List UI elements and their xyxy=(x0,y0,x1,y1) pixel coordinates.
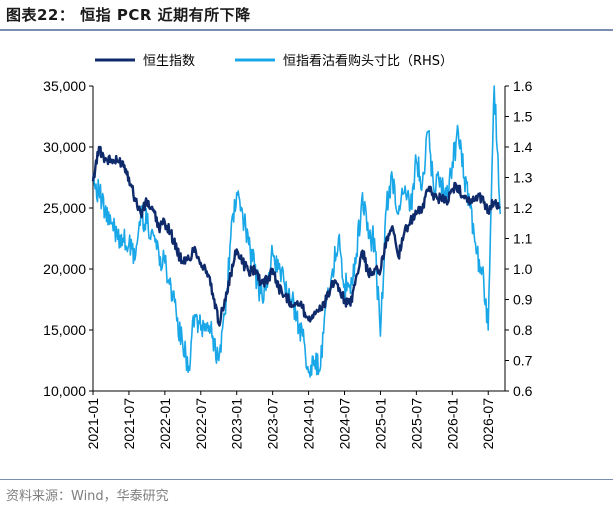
legend-label-hsi: 恒生指数 xyxy=(143,54,195,69)
source-note: 资料来源：Wind，华泰研究 xyxy=(6,489,169,504)
y-right-tick-label: 0.7 xyxy=(513,353,533,369)
title-divider xyxy=(0,29,613,31)
y-right-tick-label: 1.2 xyxy=(513,200,533,216)
x-tick-label: 2024-07 xyxy=(337,398,353,450)
ticks-layer: 10,000 15,000 20,000 25,000 30,000 35,000 0.6 0… xyxy=(43,78,533,449)
x-tick-label: 2024-01 xyxy=(301,398,317,450)
series-line-pcr xyxy=(92,85,501,378)
x-tick-label: 2026-07 xyxy=(480,398,496,450)
y-left-tick-label: 30,000 xyxy=(43,139,86,155)
x-tick-label: 2021-07 xyxy=(121,398,137,450)
y-right-tick-label: 0.8 xyxy=(513,322,533,338)
y-left-tick-label: 15,000 xyxy=(43,322,86,338)
x-tick-label: 2021-01 xyxy=(85,398,101,450)
y-right-tick-label: 1.0 xyxy=(513,261,533,277)
y-right-tick-label: 1.1 xyxy=(513,231,533,247)
x-tick-label: 2022-01 xyxy=(157,398,173,450)
y-left-tick-label: 35,000 xyxy=(43,78,86,94)
y-right-tick-label: 0.6 xyxy=(513,383,533,399)
x-tick-label: 2026-01 xyxy=(444,398,460,450)
chart: 10,000 15,000 20,000 25,000 30,000 35,000 0.6 0… xyxy=(43,53,533,449)
x-tick-label: 2025-07 xyxy=(408,398,424,450)
x-tick-label: 2023-07 xyxy=(265,398,281,450)
y-right-tick-label: 1.5 xyxy=(513,109,533,125)
y-left-tick-label: 10,000 xyxy=(43,383,86,399)
y-left-tick-label: 25,000 xyxy=(43,200,86,216)
y-left-tick-label: 20,000 xyxy=(43,261,86,277)
x-tick-label: 2025-01 xyxy=(372,398,388,450)
y-right-tick-label: 1.4 xyxy=(513,139,533,155)
y-right-tick-label: 0.9 xyxy=(513,292,533,308)
series-layer xyxy=(91,85,501,378)
x-tick-label: 2022-07 xyxy=(193,398,209,450)
footer-divider xyxy=(0,479,613,480)
x-tick-label: 2023-01 xyxy=(229,398,245,450)
series-line-hsi xyxy=(91,145,501,327)
figure-title: 图表22： 恒指 PCR 近期有所下降 xyxy=(6,6,251,24)
legend-label-pcr: 恒指看沽看购头寸比（RHS） xyxy=(283,53,453,69)
y-right-tick-label: 1.6 xyxy=(513,78,533,94)
y-right-tick-label: 1.3 xyxy=(513,170,533,186)
legend: 恒生指数 恒指看沽看购头寸比（RHS） xyxy=(95,53,453,69)
